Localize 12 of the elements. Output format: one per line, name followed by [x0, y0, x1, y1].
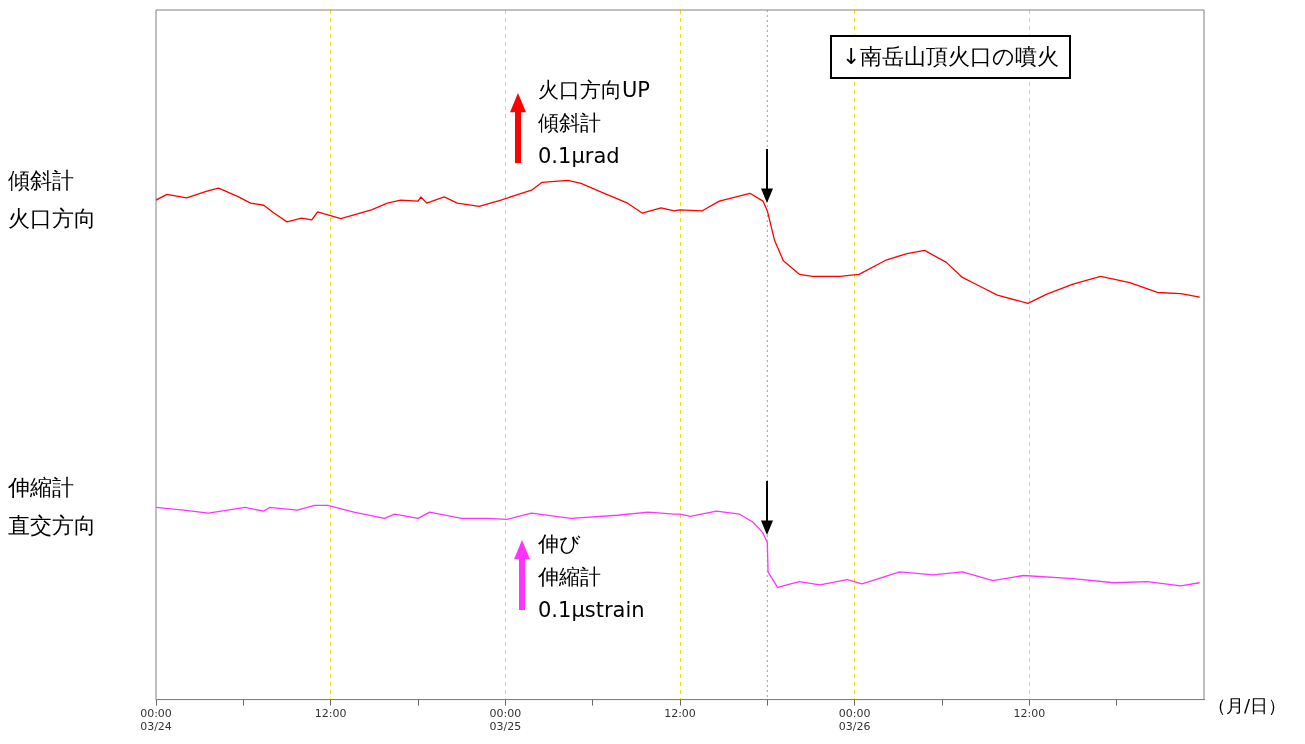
x-tick-label: 12:00	[1013, 707, 1046, 721]
x-tick-label: 00:00 03/24	[140, 707, 172, 734]
annotation: 伸び伸縮計 0.1μstrain	[538, 531, 645, 624]
text: 伸縮計直交方向	[8, 474, 96, 541]
x-tick-label: 12:00	[664, 707, 696, 721]
text: ↓南岳山頂火口の噴火	[830, 35, 1072, 79]
text: 傾斜計火口方向	[8, 167, 96, 234]
text: （月/日）	[1208, 693, 1287, 718]
x-tick-label: 00:00 03/26	[838, 707, 871, 734]
x-tick-label: 12:00	[314, 707, 347, 721]
text: 火口方向UP 傾斜計 0.1μrad	[538, 77, 651, 170]
x-tick-label: 00:00 03/25	[489, 707, 522, 734]
